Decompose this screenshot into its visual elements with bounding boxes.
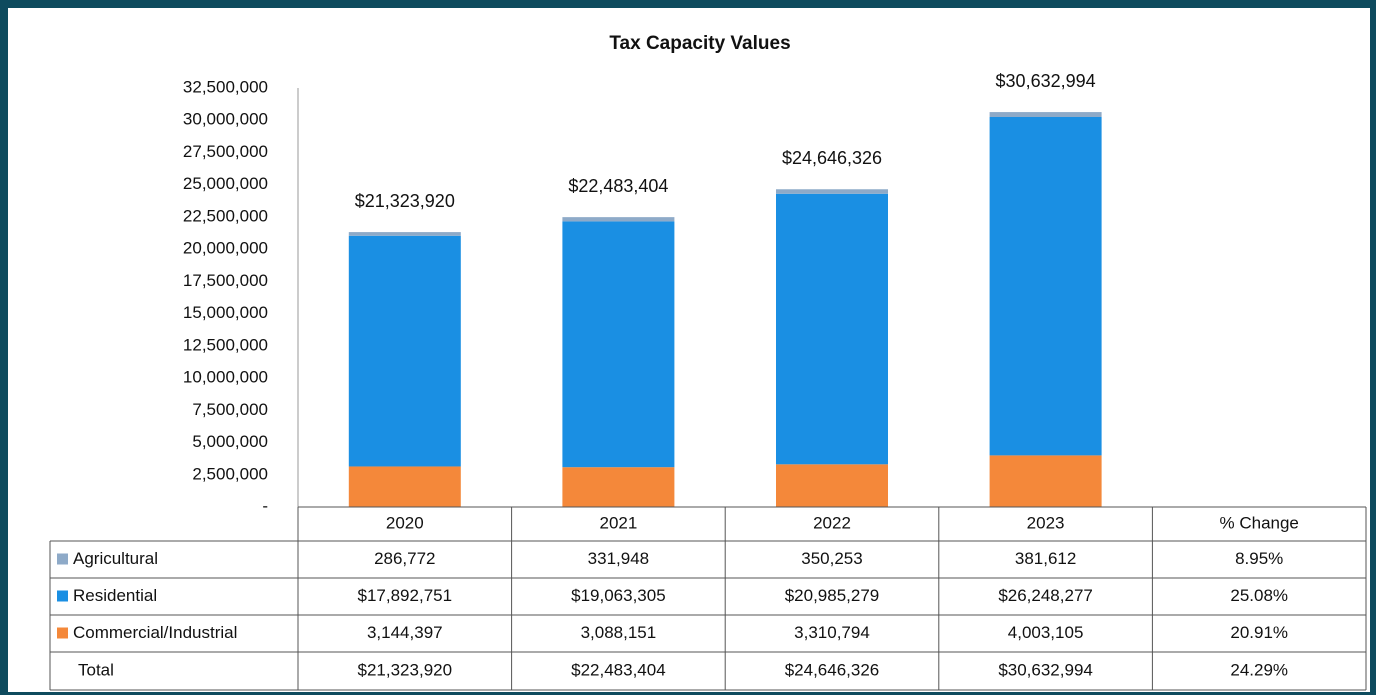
bar-segment xyxy=(989,455,1102,507)
x-tick-label: 2023 xyxy=(1027,513,1065,532)
table-cell: 20.91% xyxy=(1230,623,1288,642)
y-tick-label: 7,500,000 xyxy=(192,400,268,419)
table-header: % Change xyxy=(1220,513,1299,532)
table-cell: $21,323,920 xyxy=(358,660,453,679)
bar-segment xyxy=(562,467,675,507)
chart-title: Tax Capacity Values xyxy=(609,33,790,54)
legend-swatch xyxy=(57,590,68,602)
total-label: $30,632,994 xyxy=(996,71,1096,91)
x-tick-label: 2021 xyxy=(599,513,637,532)
table-cell: $22,483,404 xyxy=(571,660,666,679)
x-tick-label: 2020 xyxy=(386,513,424,532)
table-cell: 3,310,794 xyxy=(794,623,870,642)
table-cell: $26,248,277 xyxy=(998,586,1093,605)
bar-segment xyxy=(989,112,1102,117)
table-cell: 3,144,397 xyxy=(367,623,443,642)
table-cell: 381,612 xyxy=(1015,549,1076,568)
bar-segment xyxy=(562,221,675,468)
y-tick-label: 32,500,000 xyxy=(183,77,268,96)
y-tick-label: 17,500,000 xyxy=(183,271,268,290)
table-cell: 8.95% xyxy=(1235,549,1283,568)
total-label: $21,323,920 xyxy=(355,191,455,211)
y-tick-label: 5,000,000 xyxy=(192,432,268,451)
x-tick-label: 2022 xyxy=(813,513,851,532)
table-cell: $19,063,305 xyxy=(571,586,666,605)
bar-segment xyxy=(348,466,461,507)
y-tick-label: 12,500,000 xyxy=(183,335,268,354)
legend-label: Commercial/Industrial xyxy=(73,623,237,642)
y-tick-label: 25,000,000 xyxy=(183,174,268,193)
bar-segment xyxy=(562,217,675,222)
total-label: $22,483,404 xyxy=(568,176,668,196)
y-tick-label: - xyxy=(262,496,268,515)
y-tick-label: 30,000,000 xyxy=(183,110,268,129)
table-cell: $20,985,279 xyxy=(785,586,880,605)
table-row-label: Total xyxy=(78,660,114,679)
table-cell: $24,646,326 xyxy=(785,660,880,679)
bar-segment xyxy=(348,235,461,467)
table-cell: 24.29% xyxy=(1230,660,1288,679)
table-cell: $30,632,994 xyxy=(998,660,1093,679)
y-tick-label: 2,500,000 xyxy=(192,464,268,483)
legend-swatch xyxy=(57,627,68,639)
legend-label: Agricultural xyxy=(73,549,158,568)
bar-segment xyxy=(776,189,888,194)
y-tick-label: 27,500,000 xyxy=(183,142,268,161)
table-cell: 331,948 xyxy=(588,549,649,568)
table-cell: 4,003,105 xyxy=(1008,623,1084,642)
table-cell: 286,772 xyxy=(374,549,435,568)
table-cell: 3,088,151 xyxy=(581,623,657,642)
y-tick-label: 20,000,000 xyxy=(183,239,268,258)
total-label: $24,646,326 xyxy=(782,148,882,168)
bar-segment xyxy=(776,464,888,507)
table-cell: 350,253 xyxy=(801,549,862,568)
y-tick-label: 22,500,000 xyxy=(183,206,268,225)
bar-segment xyxy=(989,116,1102,456)
bar-segment xyxy=(776,193,888,465)
legend-swatch xyxy=(57,553,68,565)
y-tick-label: 10,000,000 xyxy=(183,368,268,387)
bar-segment xyxy=(348,232,461,236)
legend-label: Residential xyxy=(73,586,157,605)
table-cell: 25.08% xyxy=(1230,586,1288,605)
table-cell: $17,892,751 xyxy=(358,586,453,605)
y-tick-label: 15,000,000 xyxy=(183,303,268,322)
